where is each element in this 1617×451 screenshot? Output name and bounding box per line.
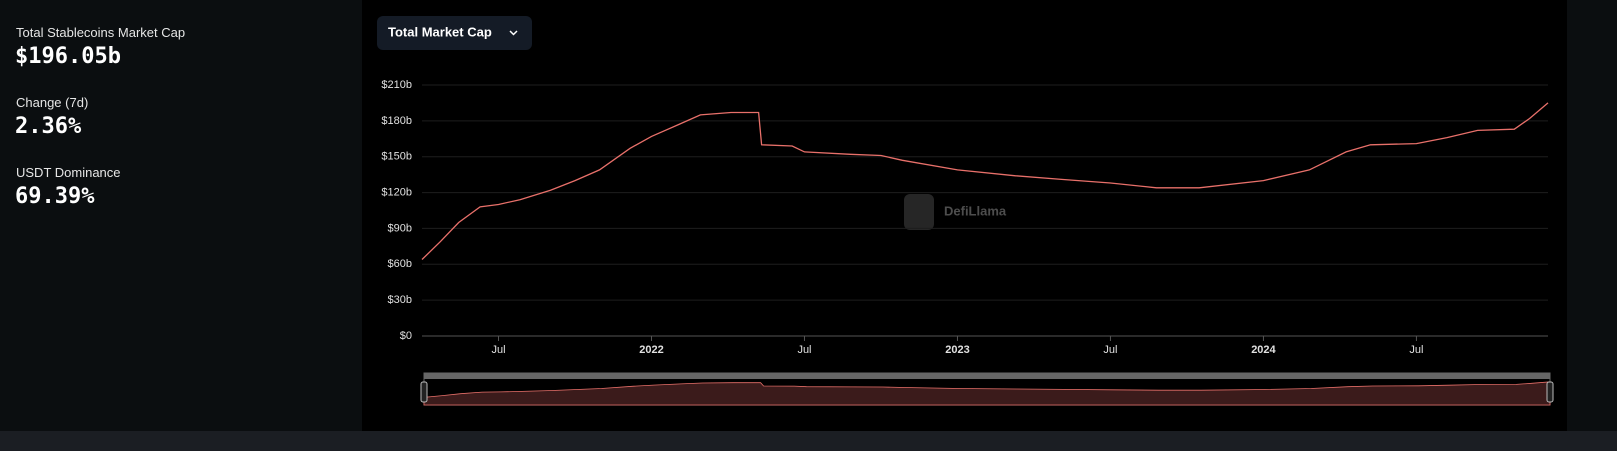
y-tick-label: $60b bbox=[388, 258, 412, 270]
y-tick-label: $180b bbox=[381, 115, 412, 127]
y-tick-label: $30b bbox=[388, 294, 412, 306]
y-tick-label: $90b bbox=[388, 222, 412, 234]
y-tick-label: $210b bbox=[381, 79, 412, 91]
x-tick-label: Jul bbox=[491, 344, 505, 356]
chevron bbox=[509, 30, 518, 36]
brush-handle bbox=[420, 381, 428, 403]
watermark-logo bbox=[904, 194, 934, 230]
dropdown-label[interactable]: Total Market Cap bbox=[388, 24, 492, 39]
bottom-bar bbox=[0, 431, 1617, 451]
x-tick-label: Jul bbox=[1409, 344, 1423, 356]
x-tick-label: 2024 bbox=[1251, 344, 1276, 356]
line bbox=[421, 102, 1549, 260]
stat-label: USDT Dominance bbox=[16, 165, 121, 180]
chart: Total Market Cap DefiLlama $0 $30b $60b $90… bbox=[362, 0, 1567, 431]
x-tick-label: 2023 bbox=[945, 344, 969, 356]
chart-background bbox=[362, 0, 1567, 431]
stat-label: Change (7d) bbox=[16, 95, 89, 110]
stat-value: 2.36% bbox=[15, 114, 82, 139]
stats-panel: Total Stablecoins Market Cap $196.05b Ch… bbox=[0, 0, 361, 431]
dropdown-button[interactable] bbox=[377, 16, 532, 50]
x-tick-label: Jul bbox=[1103, 344, 1117, 356]
y-tick-label: $0 bbox=[400, 330, 412, 342]
y-tick-label: $150b bbox=[381, 151, 412, 163]
dropdown[interactable]: Total Market Cap bbox=[377, 16, 532, 50]
y-tick-label: $120b bbox=[381, 186, 412, 198]
watermark-text: DefiLlama bbox=[944, 203, 1007, 218]
brush-handle bbox=[1546, 381, 1554, 403]
x-tick-label: 2022 bbox=[639, 344, 663, 356]
watermark: DefiLlama bbox=[904, 194, 1007, 230]
x-tick-label: Jul bbox=[797, 344, 811, 356]
stat-label: Total Stablecoins Market Cap bbox=[16, 25, 186, 40]
brush-bar bbox=[424, 373, 1550, 379]
stat-value: 69.39% bbox=[15, 184, 95, 209]
plot: $0 $30b $60b $90b $120b $150b $180b $210b Jul 202… bbox=[381, 79, 1554, 406]
stat-value: $196.05b bbox=[15, 44, 121, 69]
brush-area bbox=[423, 381, 1551, 406]
